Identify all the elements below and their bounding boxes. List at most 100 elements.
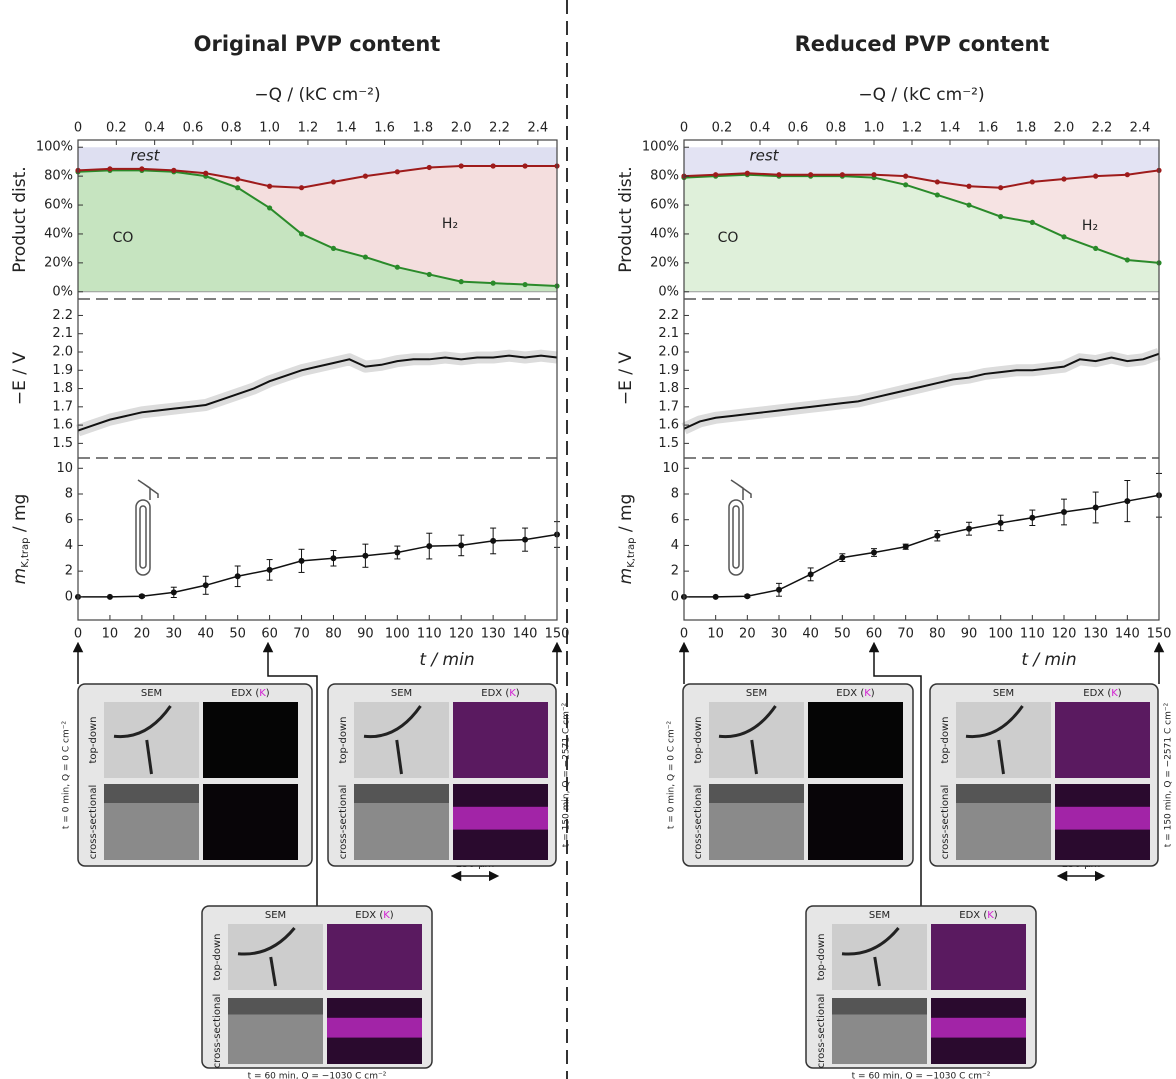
y-tick-label: 1.7 — [52, 399, 73, 414]
h2-marker — [839, 172, 845, 178]
edx-element: K — [259, 688, 266, 699]
y-tick-label: 80% — [650, 169, 679, 184]
edx-image — [203, 784, 298, 860]
edx-image — [931, 924, 1026, 990]
x-tick-label: 90 — [961, 627, 978, 642]
x2-tick-label: 0.8 — [221, 121, 242, 136]
h2-marker — [490, 163, 496, 169]
inset-caption: t = 0 min, Q = 0 C cm⁻² — [667, 721, 677, 830]
mass-marker — [934, 532, 941, 539]
edx-image — [1055, 702, 1150, 778]
row-label: cross-sectional — [816, 994, 827, 1068]
x-tick-label: 80 — [325, 627, 342, 642]
y-tick-label: 1.9 — [658, 363, 679, 378]
x2-tick-label: 1.2 — [902, 121, 923, 136]
x2-tick-label: 1.4 — [336, 121, 357, 136]
x-tick-label: 140 — [513, 627, 538, 642]
h2-marker — [776, 172, 782, 178]
x2-tick-label: 2.4 — [1130, 121, 1151, 136]
h2-marker — [394, 169, 400, 175]
h2-marker — [808, 172, 814, 178]
x-tick-label: 130 — [481, 627, 506, 642]
inset-header: EDX (K) — [1083, 688, 1122, 699]
h2-marker — [522, 163, 528, 169]
co-marker — [522, 281, 528, 288]
co-marker — [267, 205, 273, 211]
y-tick-label: 60% — [650, 198, 679, 213]
edx-element: K — [509, 688, 516, 699]
h2-marker — [107, 166, 113, 172]
co-marker — [1093, 245, 1099, 252]
mass-marker — [106, 593, 113, 600]
y-tick-label: 2.1 — [658, 326, 679, 341]
inset-header: SEM — [869, 910, 890, 921]
co-marker — [1124, 257, 1130, 263]
h2-marker — [998, 185, 1004, 191]
mass-marker — [138, 593, 145, 600]
x-tick-label: 140 — [1115, 627, 1140, 642]
x-tick-label: 30 — [166, 627, 183, 642]
y-tick-label: 0 — [65, 589, 73, 604]
y-tick-label: 2 — [671, 564, 679, 579]
co-marker — [394, 264, 400, 270]
h2-marker — [235, 176, 241, 182]
x2-tick-label: 0.8 — [826, 121, 847, 136]
x2-tick-label: 0 — [680, 121, 688, 136]
series-label: H₂ — [442, 216, 458, 232]
edx-label: ) — [390, 910, 394, 921]
edx-label: ) — [266, 688, 270, 699]
inset-caption: t = 150 min, Q = −2571 C cm⁻² — [562, 702, 572, 847]
x-tick-label: 90 — [357, 627, 374, 642]
mass-marker — [776, 586, 782, 593]
series-label: CO — [718, 230, 739, 246]
inset-header: SEM — [391, 688, 412, 699]
panel-title: Original PVP content — [194, 32, 441, 56]
h2-marker — [903, 173, 909, 179]
co-marker — [966, 202, 972, 208]
inset-caption: t = 150 min, Q = −2571 C cm⁻² — [1164, 702, 1174, 847]
arrows — [72, 641, 1165, 906]
h2-marker — [458, 163, 464, 169]
co-marker — [362, 254, 368, 260]
x2-tick-label: 1.2 — [298, 121, 319, 136]
edx-image — [453, 702, 548, 778]
edx-image — [203, 702, 298, 778]
x2-axis-label: −Q / (kC cm⁻²) — [858, 85, 984, 105]
potential-band — [681, 348, 1161, 435]
x2-tick-label: 0.6 — [183, 121, 204, 136]
y-tick-label: 0% — [658, 284, 679, 299]
mass-marker — [170, 589, 177, 596]
h2-marker — [871, 172, 877, 178]
mass-marker — [458, 542, 465, 549]
edx-element: K — [864, 688, 871, 699]
h2-marker — [267, 183, 273, 189]
y-tick-label: 1.5 — [52, 436, 73, 451]
x2-tick-label: 2.2 — [1092, 121, 1113, 136]
mass-marker — [266, 566, 273, 573]
co-marker — [1061, 234, 1067, 240]
edx-label: EDX ( — [959, 910, 987, 921]
inset-header: EDX (K) — [231, 688, 270, 699]
inset-header: EDX (K) — [355, 910, 394, 921]
y-tick-label: 100% — [36, 140, 73, 155]
co-marker — [330, 245, 337, 252]
y-axis-label-main: Product dist. — [616, 166, 636, 272]
mass-marker — [394, 549, 401, 556]
h2-marker — [1061, 176, 1067, 182]
x2-tick-label: 0.2 — [106, 121, 127, 136]
edx-label: ) — [871, 688, 875, 699]
h2-marker — [744, 170, 750, 176]
panel-title: Reduced PVP content — [795, 32, 1050, 56]
y-axis-label-main: −E / V — [616, 352, 636, 406]
y-tick-label: 20% — [44, 255, 73, 270]
h2-marker — [1093, 173, 1099, 179]
inset-header: EDX (K) — [481, 688, 520, 699]
h2-marker — [298, 185, 305, 191]
y-tick-label: 1.6 — [52, 418, 73, 433]
y-tick-label: 1.6 — [658, 418, 679, 433]
mass-marker — [426, 543, 433, 550]
mass-marker — [744, 593, 751, 600]
h2-marker — [171, 167, 177, 173]
y-tick-label: 2.1 — [52, 326, 73, 341]
y-tick-label: 2.2 — [52, 308, 73, 323]
